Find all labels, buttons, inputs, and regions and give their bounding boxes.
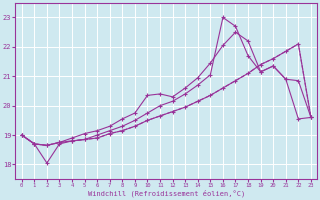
X-axis label: Windchill (Refroidissement éolien,°C): Windchill (Refroidissement éolien,°C) xyxy=(88,190,245,197)
